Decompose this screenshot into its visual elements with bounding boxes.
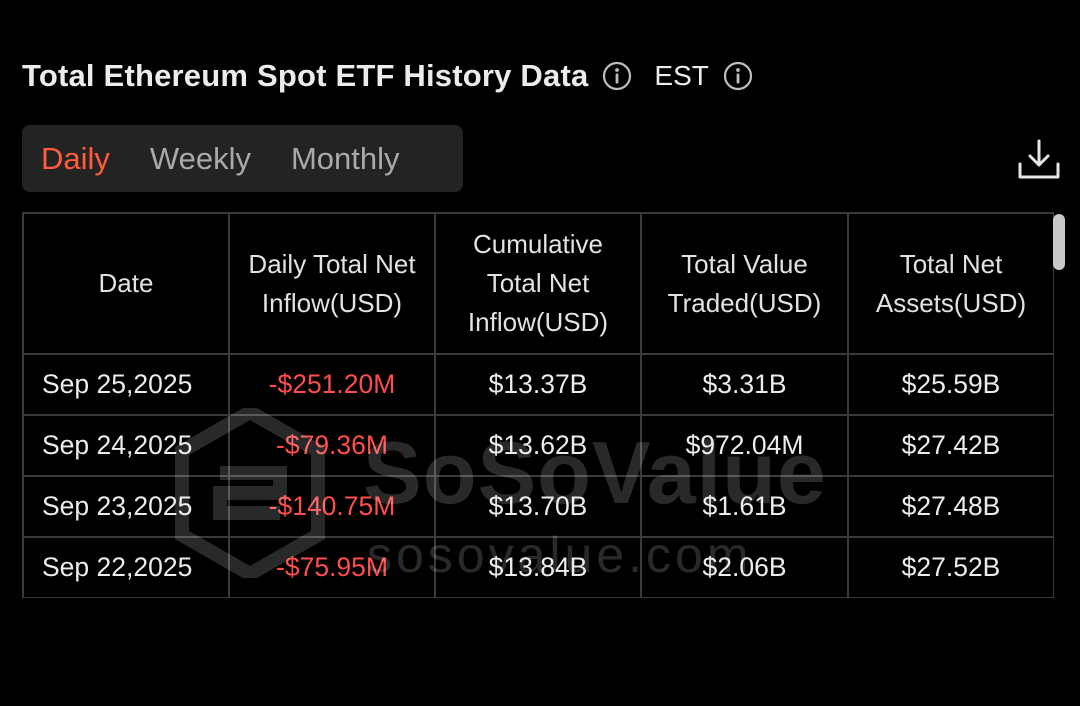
cell-net-assets: $27.48B [848, 476, 1054, 538]
download-icon[interactable] [1016, 137, 1062, 183]
table-row: Sep 23,2025 -$140.75M $13.70B $1.61B $27… [24, 476, 1054, 538]
cell-daily-inflow: -$140.75M [229, 476, 436, 538]
column-header-net-assets[interactable]: Total Net Assets(USD) [848, 214, 1054, 355]
cell-daily-inflow: -$251.20M [229, 354, 436, 416]
cell-net-assets: $27.52B [848, 537, 1054, 598]
history-table: Date Daily Total Net Inflow(USD) Cumulat… [24, 214, 1054, 598]
tab-weekly[interactable]: Weekly [149, 140, 251, 176]
cell-date: Sep 23,2025 [24, 476, 230, 538]
cell-net-assets: $27.42B [848, 415, 1054, 477]
timezone-label: EST [654, 60, 709, 91]
column-header-date[interactable]: Date [24, 214, 230, 355]
column-header-daily-inflow[interactable]: Daily Total Net Inflow(USD) [229, 214, 436, 355]
timezone-info-icon[interactable] [723, 61, 753, 91]
column-header-value-traded[interactable]: Total Value Traded(USD) [641, 214, 849, 355]
table-row: Sep 22,2025 -$75.95M $13.84B $2.06B $27.… [24, 537, 1054, 598]
cell-daily-inflow: -$79.36M [229, 415, 436, 477]
cell-net-assets: $25.59B [848, 354, 1054, 416]
table-row: Sep 24,2025 -$79.36M $13.62B $972.04M $2… [24, 415, 1054, 477]
cell-value-traded: $2.06B [641, 537, 849, 598]
cell-daily-inflow: -$75.95M [229, 537, 436, 598]
column-header-cumulative-inflow[interactable]: Cumulative Total Net Inflow(USD) [435, 214, 642, 355]
table-header-row: Date Daily Total Net Inflow(USD) Cumulat… [24, 214, 1054, 355]
cell-date: Sep 25,2025 [24, 354, 230, 416]
history-table-container[interactable]: Date Daily Total Net Inflow(USD) Cumulat… [22, 212, 1054, 598]
tab-daily[interactable]: Daily [41, 140, 110, 176]
cell-value-traded: $3.31B [641, 354, 849, 416]
tab-monthly[interactable]: Monthly [290, 140, 400, 176]
cell-value-traded: $1.61B [641, 476, 849, 538]
page-title: Total Ethereum Spot ETF History Data [22, 58, 589, 93]
cell-date: Sep 22,2025 [24, 537, 230, 598]
cell-value-traded: $972.04M [641, 415, 849, 477]
cell-cumulative-inflow: $13.84B [435, 537, 642, 598]
title-info-icon[interactable] [602, 61, 632, 91]
page-header: Total Ethereum Spot ETF History Data EST [22, 52, 753, 100]
period-tabs: Daily Weekly Monthly [22, 125, 463, 192]
table-row: Sep 25,2025 -$251.20M $13.37B $3.31B $25… [24, 354, 1054, 416]
cell-cumulative-inflow: $13.70B [435, 476, 642, 538]
cell-date: Sep 24,2025 [24, 415, 230, 477]
cell-cumulative-inflow: $13.37B [435, 354, 642, 416]
table-scrollbar[interactable] [1053, 214, 1065, 270]
cell-cumulative-inflow: $13.62B [435, 415, 642, 477]
